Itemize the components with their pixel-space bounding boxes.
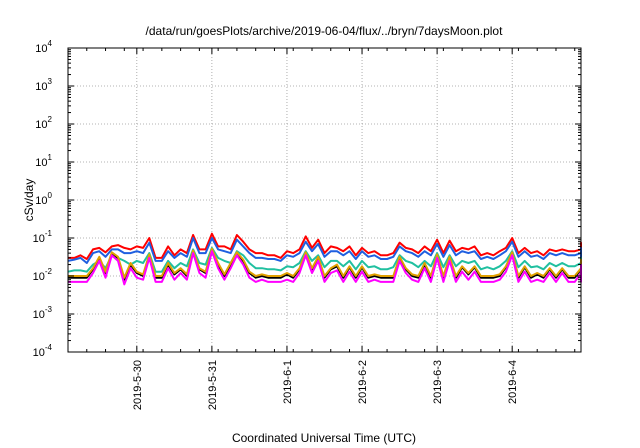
x-tick-label: 2019-6-1 <box>282 360 294 404</box>
grid <box>68 48 581 352</box>
y-tick-labels: 10-4 10-3 10-2 10-1 100 101 102 103 104 <box>33 39 53 359</box>
x-tick-label: 2019-6-4 <box>507 360 519 404</box>
ticks <box>67 47 581 353</box>
x-tick-label: 2019-6-3 <box>432 360 444 404</box>
x-tick-label: 2019-5-30 <box>132 360 144 410</box>
x-tick-label: 2019-6-2 <box>357 360 369 404</box>
y-axis-label: cSv/day <box>22 179 36 222</box>
y-tick-label: 104 <box>35 39 52 55</box>
y-tick-label: 10-2 <box>33 267 53 283</box>
x-tick-label: 2019-5-31 <box>207 360 219 410</box>
x-tick-labels: 2019-5-30 2019-5-31 2019-6-1 2019-6-2 2019-6… <box>132 360 519 410</box>
x-axis-label: Coordinated Universal Time (UTC) <box>232 431 416 445</box>
y-tick-label: 102 <box>35 115 52 131</box>
y-tick-label: 101 <box>35 153 52 169</box>
plot-frame <box>67 47 582 353</box>
y-tick-label: 10-3 <box>33 305 53 321</box>
y-tick-label: 100 <box>35 191 52 207</box>
series-layer <box>67 232 582 286</box>
chart-title: /data/run/goesPlots/archive/2019-06-04/f… <box>146 24 504 38</box>
y-tick-label: 103 <box>35 77 52 93</box>
y-tick-label: 10-1 <box>33 229 53 245</box>
y-tick-label: 10-4 <box>33 343 53 359</box>
